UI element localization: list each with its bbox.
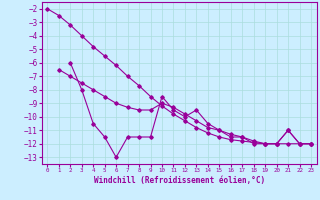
X-axis label: Windchill (Refroidissement éolien,°C): Windchill (Refroidissement éolien,°C) <box>94 176 265 185</box>
